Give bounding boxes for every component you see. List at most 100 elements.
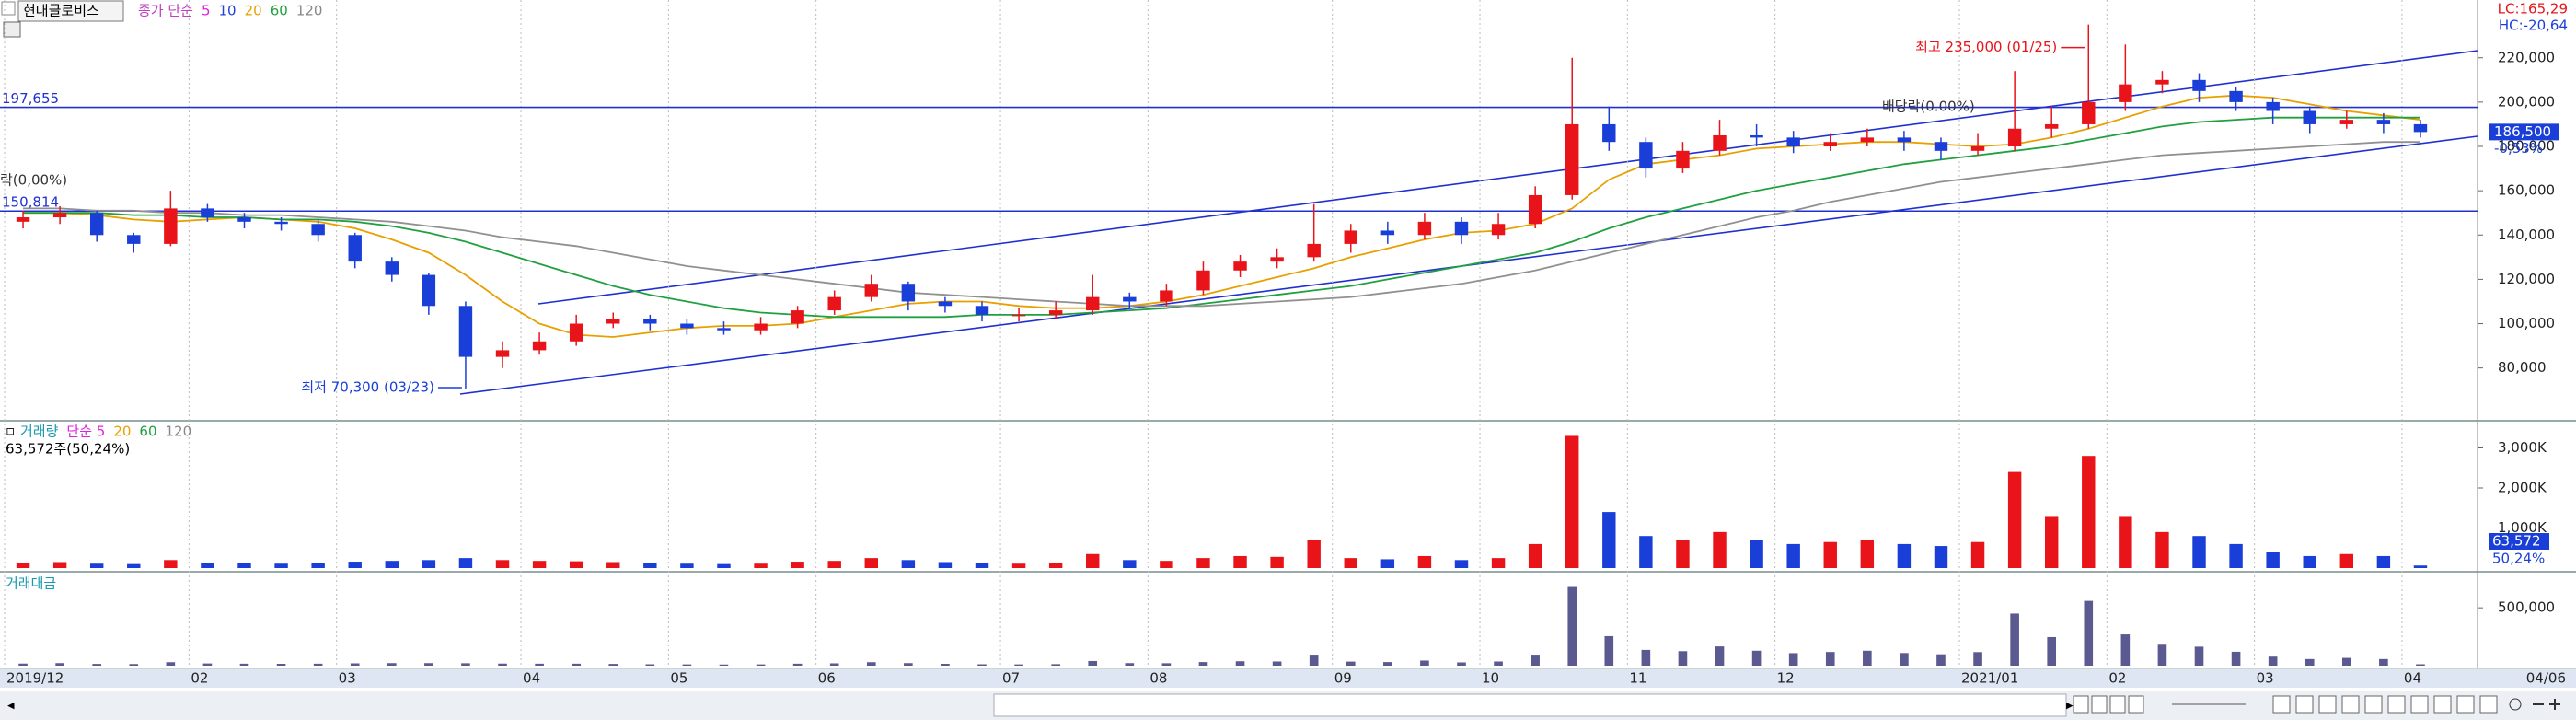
candle-body: [1307, 243, 1321, 258]
last-date: 04/06: [2526, 670, 2566, 687]
trading-value-bar: [350, 663, 360, 666]
ex-dividend-label: 락(0,00%): [0, 172, 67, 189]
trading-value-bar: [904, 663, 913, 666]
volume-bar: [16, 563, 30, 568]
candle-body: [1602, 123, 1616, 143]
candle-body: [422, 274, 436, 307]
x-tick-label: 11: [1629, 670, 1646, 687]
legend-entry: 5: [202, 3, 211, 19]
trading-value-bar: [1198, 662, 1208, 666]
candle-body: [127, 235, 141, 244]
volume-bar: [237, 563, 251, 568]
x-tick-label: 02: [191, 670, 208, 687]
trading-value-bar: [313, 663, 323, 666]
y-tick-label: 120,000: [2498, 271, 2555, 287]
volume-bar: [1086, 553, 1100, 568]
volume-bar: [1270, 556, 1284, 568]
volume-bar: [311, 563, 325, 568]
trading-value-bar: [829, 663, 839, 666]
ex-dividend-label: 배당락(0.00%): [1882, 99, 1975, 115]
trading-value-bar: [1235, 661, 1245, 666]
grid-icon[interactable]: [3, 21, 21, 38]
trading-value-bar: [1457, 662, 1466, 666]
volume-bar: [1491, 558, 1506, 568]
candle-body: [1823, 142, 1837, 147]
volume-bar: [1565, 435, 1579, 568]
trading-value-bar: [2084, 600, 2094, 666]
trading-value-bar: [424, 663, 433, 666]
trading-value-bar: [1125, 663, 1135, 666]
scroll-left[interactable]: ◂: [7, 697, 15, 714]
candle-body: [532, 341, 547, 351]
trading-value-bar: [18, 663, 28, 666]
ma-line: [23, 141, 2420, 308]
candle-body: [2007, 128, 2022, 147]
x-tick-label: 10: [1482, 670, 1499, 687]
h-line-label: 197,655: [2, 90, 59, 107]
volume-bar: [532, 561, 547, 568]
candle-body: [1048, 310, 1063, 315]
trading-value-bar: [239, 663, 249, 666]
trading-value-bar: [166, 662, 176, 666]
candle-body: [495, 350, 510, 357]
candle-body: [938, 301, 953, 307]
trading-value-bar: [1161, 663, 1172, 666]
trading-value-bar: [866, 662, 876, 666]
x-tick-label: 04: [523, 670, 540, 687]
y-tick-label: 3,000K: [2498, 439, 2547, 456]
volume-bar: [1196, 558, 1210, 568]
volume-last-box: [2489, 533, 2549, 550]
candle-body: [717, 328, 731, 331]
scroll-thumb[interactable]: [993, 693, 2067, 717]
trading-value-bar: [1604, 635, 1614, 666]
volume-bar: [89, 563, 104, 568]
volume-bar: [1344, 558, 1357, 568]
candle-body: [1233, 261, 1247, 271]
candle-body: [2155, 79, 2169, 85]
title-box[interactable]: [17, 0, 124, 22]
scroll-right[interactable]: ▸: [2066, 697, 2074, 714]
trading-value-bar: [1014, 664, 1023, 666]
volume-bar: [1676, 540, 1690, 568]
menu-icon[interactable]: [1, 1, 16, 16]
candle-body: [975, 306, 989, 315]
volume-bar: [680, 563, 694, 568]
candle-body: [1639, 142, 1653, 169]
x-axis-band: [0, 669, 2576, 688]
volume-bar: [827, 561, 841, 568]
h-line-label: 150,814: [2, 194, 59, 211]
x-tick-label: 02: [2108, 670, 2126, 687]
volume-bar: [2155, 531, 2169, 568]
candle-body: [2082, 101, 2096, 124]
volume-bar: [2303, 555, 2316, 568]
candle-body: [1454, 221, 1469, 236]
trading-value-bar: [1900, 653, 1909, 666]
y-tick-label: 2,000K: [2498, 479, 2547, 495]
x-tick-label: 03: [339, 670, 356, 687]
volume-bar: [643, 563, 657, 568]
trading-value-bar: [2231, 651, 2241, 666]
trading-value-bar: [1973, 652, 1982, 666]
toolbar[interactable]: [2073, 695, 2560, 714]
volume-bar: [1786, 543, 1800, 568]
volume-last-label: 63,572: [2492, 533, 2541, 550]
volume-bar: [2339, 553, 2354, 568]
volume-bar: [2376, 555, 2391, 568]
x-tick-label: 2019/12: [6, 670, 64, 687]
volume-bar: [2229, 543, 2243, 568]
y-tick-label: 220,000: [2498, 49, 2555, 65]
volume-bar: [422, 560, 436, 568]
volume-bar: [274, 563, 288, 568]
trading-value-bar: [2416, 664, 2425, 666]
legend-entry: 60: [139, 424, 156, 440]
candle-body: [274, 221, 288, 225]
trading-value-bar: [1751, 650, 1762, 666]
trading-value-bar: [645, 664, 655, 666]
trading-value-bar: [461, 663, 470, 666]
trading-value-bar: [1678, 651, 1688, 666]
y-tick-label: 500,000: [2498, 599, 2555, 616]
volume-bar: [569, 561, 583, 568]
ma-line: [23, 116, 2420, 319]
y-tick-label: 100,000: [2498, 315, 2555, 331]
x-tick-label: 07: [1002, 670, 1020, 687]
